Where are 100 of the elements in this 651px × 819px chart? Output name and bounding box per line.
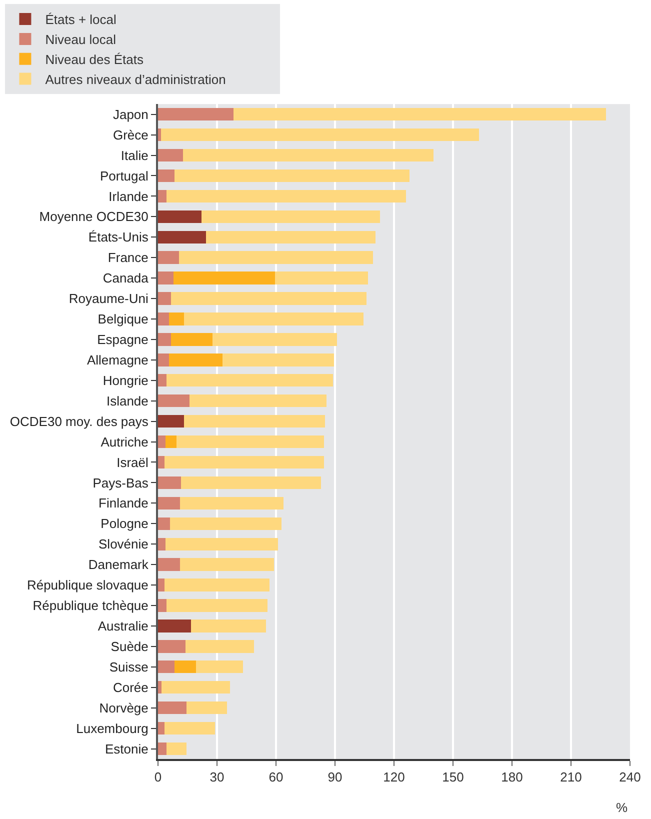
bar (158, 660, 174, 674)
bar (170, 517, 282, 530)
y-tick-label: Espagne (97, 332, 148, 348)
bar (158, 620, 191, 632)
y-tick-label: Belgique (98, 312, 148, 327)
legend-label: Autres niveaux d’administration (45, 72, 226, 87)
y-tick-label: Suède (110, 638, 148, 654)
bar (222, 354, 334, 366)
bar (158, 354, 170, 366)
bar (158, 701, 186, 714)
y-tick-label: Israël (116, 454, 149, 470)
y-tick-label: Moyenne OCDE30 (39, 209, 148, 224)
bar (233, 108, 606, 121)
y-tick-label: Canada (102, 270, 150, 286)
bar (190, 394, 326, 408)
y-tick-label: Pologne (100, 516, 148, 532)
bar (166, 374, 333, 387)
bar (202, 210, 380, 224)
bar (158, 640, 186, 653)
bar (158, 517, 170, 530)
y-tick-label: Luxembourg (76, 720, 148, 736)
y-tick-label: Australie (98, 618, 148, 634)
bar (158, 496, 180, 510)
bar (158, 128, 161, 142)
y-tick-label: République tchèque (32, 598, 148, 614)
bar (158, 333, 172, 346)
bar (178, 251, 374, 264)
bar (174, 660, 196, 674)
bar (166, 435, 176, 448)
bar (158, 292, 172, 305)
bar (186, 701, 227, 714)
bar (166, 742, 186, 756)
bar (164, 722, 215, 735)
y-tick-label: Corée (112, 680, 148, 695)
bar (171, 292, 367, 305)
x-tick-label: 30 (210, 770, 224, 785)
y-tick-label: Pays-Bas (92, 475, 149, 490)
legend-label: États + local (45, 12, 116, 28)
y-tick-label: Allemagne (86, 352, 148, 368)
y-tick-label: Estonie (105, 741, 148, 756)
bar (161, 681, 230, 694)
bar (180, 558, 274, 571)
bar (158, 722, 164, 735)
y-tick-label: France (108, 250, 148, 266)
y-tick-label: République slovaque (26, 578, 148, 593)
bar (158, 558, 180, 571)
bar (190, 620, 266, 632)
y-tick-label: Portugal (100, 168, 149, 184)
bar (176, 435, 324, 448)
bar (166, 190, 406, 203)
x-tick-label: 180 (501, 770, 523, 785)
bar (160, 128, 480, 142)
bar (158, 599, 167, 612)
x-tick-label: 210 (560, 770, 582, 785)
x-tick-label: 0 (154, 770, 162, 785)
bar (185, 640, 254, 653)
bar (171, 333, 213, 346)
y-tick-label: Irlande (108, 188, 148, 204)
bar (158, 394, 190, 408)
bar (174, 169, 410, 182)
bar (206, 230, 376, 244)
bar (166, 599, 268, 612)
bar (158, 108, 234, 121)
x-tick-label: 240 (619, 770, 641, 785)
bar (158, 210, 202, 224)
y-tick-label: Italie (120, 148, 148, 163)
y-tick-label: OCDE30 moy. des pays (10, 414, 149, 429)
bar (274, 272, 368, 284)
bar (196, 660, 244, 674)
bar (173, 272, 275, 284)
bar (158, 476, 182, 490)
bar (158, 230, 206, 244)
y-tick-label: Norvège (99, 700, 148, 716)
y-tick-label: Danemark (88, 557, 149, 572)
x-tick-label: 120 (383, 770, 405, 785)
bar (158, 578, 164, 592)
bar (158, 190, 167, 203)
bar (169, 312, 184, 326)
bar (184, 414, 326, 428)
bar (158, 681, 162, 694)
y-tick-label: Suisse (109, 659, 148, 674)
y-tick-label: Slovénie (98, 536, 148, 552)
x-tick-label: 60 (268, 770, 284, 785)
bar (158, 414, 184, 428)
bar (184, 312, 364, 326)
bar (158, 374, 167, 387)
bar (158, 169, 174, 182)
y-tick-label: Finlande (98, 496, 148, 511)
bar (169, 354, 223, 366)
bar (158, 312, 170, 326)
legend-label: Niveau des États (45, 52, 144, 67)
y-tick-label: Grèce (112, 127, 148, 142)
bar (181, 476, 321, 490)
x-tick-label: 150 (442, 770, 464, 785)
y-tick-label: Islande (106, 393, 148, 408)
bar (164, 578, 270, 592)
y-tick-label: Royaume-Uni (68, 291, 148, 306)
x-axis-title: % (616, 800, 628, 815)
x-tick-label: 90 (328, 770, 342, 785)
y-tick-label: États-Unis (88, 230, 149, 245)
